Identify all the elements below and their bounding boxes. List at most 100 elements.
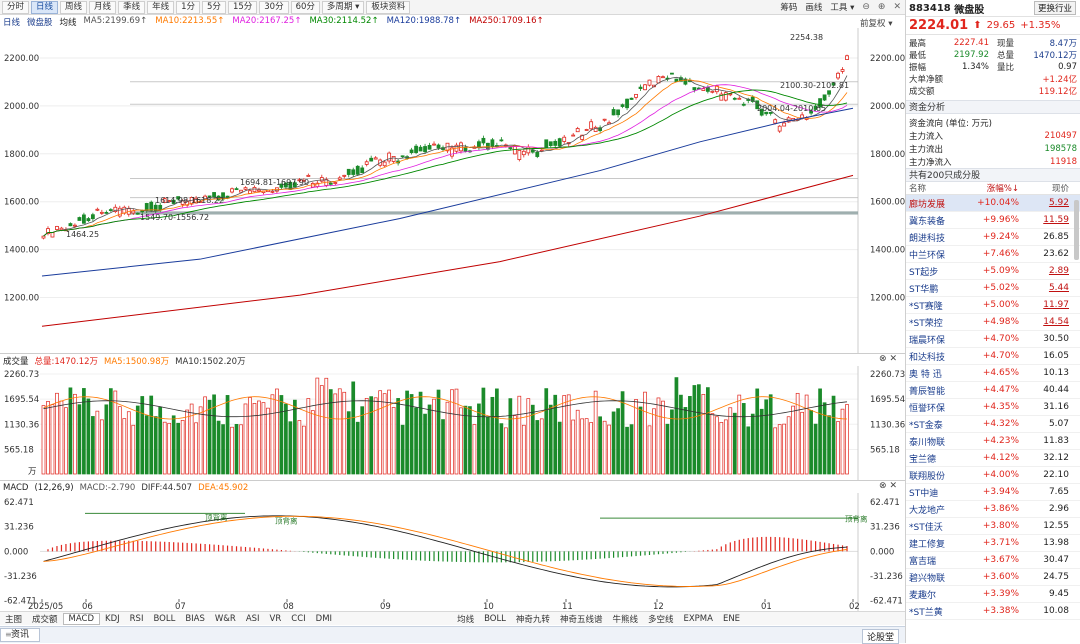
sector-info-button[interactable]: 板块资料 <box>366 0 411 14</box>
indicator-tab[interactable]: 成交额 <box>32 614 58 625</box>
indicator-tab[interactable]: BOLL <box>153 613 176 624</box>
stock-row[interactable]: ST中迪 +3.94% 7.65 <box>906 484 1080 501</box>
stock-pct: +5.00% <box>982 300 1019 310</box>
stock-row[interactable]: 碧兴物联 +3.60% 24.75 <box>906 569 1080 586</box>
tools-button[interactable]: 工具 ▾ <box>830 3 855 13</box>
stock-price: 30.47 <box>1043 555 1069 565</box>
stock-row[interactable]: 朗进科技 +9.24% 26.85 <box>906 229 1080 246</box>
stock-row[interactable]: 瑞晨环保 +4.70% 30.50 <box>906 331 1080 348</box>
period-tab[interactable]: 日线 <box>31 0 59 14</box>
macd-panel-controls[interactable]: ⊗ ✕ <box>879 481 897 491</box>
indicator-tab[interactable]: 神奇五线谱 <box>559 614 603 625</box>
indicator-tab[interactable]: 多空线 <box>647 614 674 625</box>
period-tab[interactable]: 60分 <box>290 0 320 14</box>
fund-analysis-tab[interactable]: 资金分析 <box>906 100 1080 114</box>
candle <box>46 228 50 235</box>
stock-row[interactable]: *ST佳沃 +3.80% 12.55 <box>906 518 1080 535</box>
stock-row[interactable]: 奥 特 迅 +4.65% 10.13 <box>906 365 1080 382</box>
stock-pct: +3.38% <box>982 606 1019 616</box>
chips-button[interactable]: 筹码 <box>780 3 798 13</box>
stock-row[interactable]: 建工修复 +3.71% 13.98 <box>906 535 1080 552</box>
volume-bar <box>378 390 383 475</box>
indicator-tab[interactable]: BIAS <box>185 613 205 624</box>
indicator-tab[interactable]: ENE <box>722 613 741 624</box>
volume-panel-controls[interactable]: ⊗ ✕ <box>879 354 897 364</box>
indicator-tab[interactable]: 均线 <box>457 614 475 625</box>
indicator-tab[interactable]: 神奇九转 <box>515 614 550 625</box>
change-industry-button[interactable]: 更换行业 <box>1033 1 1076 15</box>
close-icon[interactable]: ✕ <box>893 2 901 12</box>
period-tab[interactable]: 月线 <box>89 0 117 14</box>
multi-period-button[interactable]: 多周期 ▾ <box>321 0 365 14</box>
news-tab[interactable]: 资讯 <box>0 628 40 642</box>
period-tab[interactable]: 15分 <box>227 0 258 14</box>
indicator-tab[interactable]: RSI <box>129 613 144 624</box>
volume-bar <box>539 418 544 475</box>
indicator-tab[interactable]: BOLL <box>484 613 506 624</box>
stock-row[interactable]: 恒誉环保 +4.35% 31.16 <box>906 399 1080 416</box>
period-tab[interactable]: 周线 <box>60 0 88 14</box>
col-name[interactable]: 名称 <box>909 184 927 194</box>
period-tab[interactable]: 季线 <box>118 0 146 14</box>
period-tab[interactable]: 5分 <box>202 0 226 14</box>
stock-name: ST起步 <box>909 267 939 278</box>
stock-row[interactable]: 富吉瑞 +3.67% 30.47 <box>906 552 1080 569</box>
volume-bar <box>773 427 778 475</box>
period-tab[interactable]: 年线 <box>147 0 175 14</box>
stock-row[interactable]: *ST荣控 +4.98% 14.54 <box>906 314 1080 331</box>
stock-row[interactable]: *ST赛隆 +5.00% 11.97 <box>906 297 1080 314</box>
stock-row[interactable]: *ST金泰 +4.32% 5.07 <box>906 416 1080 433</box>
volume-bar <box>665 423 670 475</box>
indicator-tab[interactable]: 牛熊线 <box>612 614 638 625</box>
stock-row[interactable]: ST华鹏 +5.02% 5.44 <box>906 280 1080 297</box>
period-tab[interactable]: 30分 <box>259 0 289 14</box>
draw-button[interactable]: 画线 <box>805 3 823 13</box>
candle <box>710 90 715 93</box>
volume-bar <box>418 391 423 475</box>
stock-row[interactable]: *ST兰黄 +3.38% 10.08 <box>906 603 1080 620</box>
stock-row[interactable]: 宝兰德 +4.12% 32.12 <box>906 450 1080 467</box>
stock-row[interactable]: 联翔股份 +4.00% 22.10 <box>906 467 1080 484</box>
stock-row[interactable]: 麦趣尔 +3.39% 9.45 <box>906 586 1080 603</box>
period-tab[interactable]: 分时 <box>2 0 30 14</box>
stock-row[interactable]: ST起步 +5.09% 2.89 <box>906 263 1080 280</box>
price-tick-right: 2000.00 <box>870 102 905 112</box>
candle <box>737 97 742 100</box>
adjust-dropdown[interactable]: 前复权 ▾ <box>860 19 893 29</box>
ma-line <box>43 79 848 237</box>
indicator-tab[interactable]: DMI <box>315 613 333 624</box>
volume-bar <box>714 416 719 475</box>
stock-row[interactable]: 菁辰智能 +4.47% 40.44 <box>906 382 1080 399</box>
indicator-tab[interactable]: VR <box>269 613 282 624</box>
stock-row[interactable]: 泰川物联 +4.23% 11.83 <box>906 433 1080 450</box>
stock-row[interactable]: 和达科技 +4.70% 16.05 <box>906 348 1080 365</box>
stock-row[interactable]: 大龙地产 +3.86% 2.96 <box>906 501 1080 518</box>
col-pct[interactable]: 涨幅%↓ <box>986 184 1019 194</box>
stock-price: 31.16 <box>1043 402 1069 412</box>
period-buttons: 分时 日线 周线 月线 季线 年线 1分 5分 15分 30分 60分 <box>2 0 322 14</box>
indicator-tab[interactable]: ASI <box>245 613 260 624</box>
period-tab[interactable]: 1分 <box>176 0 201 14</box>
stock-row[interactable]: 冀东装备 +9.96% 11.59 <box>906 212 1080 229</box>
last-price: 2224.01 <box>909 18 969 33</box>
zoom-in-icon[interactable]: ⊕ <box>877 2 886 12</box>
stock-price: 30.50 <box>1043 334 1069 344</box>
stock-price: 11.97 <box>1043 300 1069 310</box>
kline-chart[interactable]: 2200.00 2200.00 2000.00 2000.00 1800.00 1800.… <box>0 28 905 353</box>
indicator-tab[interactable]: EXPMA <box>683 613 713 624</box>
stock-price: 16.05 <box>1043 351 1069 361</box>
indicator-tab[interactable]: MACD <box>62 612 101 625</box>
volume-bar <box>746 426 751 475</box>
volume-bar <box>602 420 607 475</box>
indicator-tab[interactable]: W&R <box>214 613 236 624</box>
col-price[interactable]: 现价 <box>1051 184 1069 194</box>
indicator-tab[interactable]: 主图 <box>5 614 23 625</box>
forum-button[interactable]: 论股堂 <box>861 629 899 644</box>
indicator-tab[interactable]: KDJ <box>105 613 120 624</box>
list-scrollbar[interactable] <box>1074 200 1079 260</box>
ma-value: MA250:1709.16 <box>469 16 537 26</box>
indicator-tab[interactable]: CCI <box>291 613 306 624</box>
stock-row[interactable]: 廊坊发展 +10.04% 5.92 <box>906 195 1080 212</box>
zoom-out-icon[interactable]: ⊖ <box>862 2 870 12</box>
stock-row[interactable]: 中兰环保 +7.46% 23.62 <box>906 246 1080 263</box>
